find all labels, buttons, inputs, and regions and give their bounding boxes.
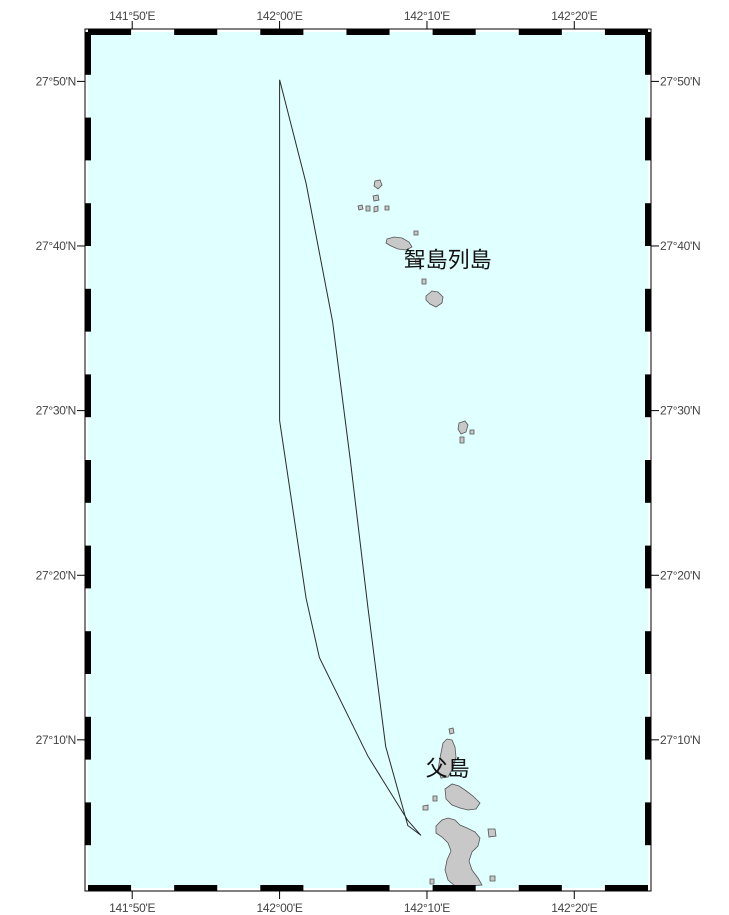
chichijima: [435, 817, 483, 887]
lat-label-right: 27°50'N: [660, 74, 700, 88]
lat-label-left: 27°40'N: [36, 239, 76, 253]
chichijima-islet: [422, 804, 429, 811]
islands: [357, 179, 497, 887]
lon-label-top: 141°50'E: [109, 9, 155, 23]
frame-segment: [88, 29, 132, 35]
frame-segment: [85, 716, 91, 760]
frame-segment: [85, 802, 91, 846]
lat-label-right: 27°10'N: [660, 733, 700, 747]
mukojima-north-islet: [357, 204, 364, 211]
lat-label-left: 27°10'N: [36, 733, 76, 747]
frame-segment: [85, 460, 91, 503]
frame-segment: [645, 374, 651, 418]
map-frame: [84, 28, 652, 892]
frame-segment: [645, 802, 651, 846]
frame-segment: [346, 29, 390, 35]
lat-label-left: 27°20'N: [36, 568, 76, 582]
frame-segment: [88, 885, 132, 891]
lon-label-top: 142°00'E: [257, 9, 303, 23]
frame-segment: [346, 885, 390, 891]
lon-label-top: 142°20'E: [551, 9, 597, 23]
frame-segment: [645, 32, 651, 75]
lon-label-bottom: 142°00'E: [257, 901, 303, 915]
lon-label-top: 142°10'E: [404, 9, 450, 23]
frame-segment: [432, 29, 476, 35]
chichijima-east-islet: [487, 828, 497, 838]
hirashima-islet: [469, 429, 475, 435]
place-label-mukojima-retto: 聟島列島: [404, 248, 492, 273]
mukojima: [385, 236, 413, 251]
frame-segment: [645, 288, 651, 332]
frame-segment: [174, 885, 218, 891]
frame-segment: [260, 29, 304, 35]
coordinate-labels: 27°50'N 27°50'N 27°40'N 27°40'N 27°30'N 27°30…: [36, 9, 701, 915]
mukojima-north-islet: [373, 205, 379, 213]
mukojima-islet: [413, 230, 419, 236]
lon-label-bottom: 141°50'E: [109, 901, 155, 915]
mukojima-north-islet: [365, 205, 371, 212]
route-line: [279, 79, 422, 836]
ship-route: [279, 79, 422, 836]
frame-segment: [260, 885, 304, 891]
lat-label-right: 27°30'N: [660, 404, 700, 418]
place-label-chichijima: 父島: [426, 757, 470, 782]
frame-segment: [85, 203, 91, 246]
mukojima-north-islet: [384, 205, 390, 211]
frame-segment: [645, 203, 651, 246]
ocean-area: [88, 32, 648, 888]
frame-segment: [645, 545, 651, 589]
mukojima-north-islet: [372, 194, 380, 202]
ototojima: [444, 783, 481, 811]
frame-segment: [604, 885, 648, 891]
frame-segment: [174, 29, 218, 35]
hirashima: [457, 420, 469, 435]
frame-segment: [604, 29, 648, 35]
hirashima-islet: [459, 436, 465, 444]
lat-label-right: 27°20'N: [660, 568, 700, 582]
frame-segment: [645, 460, 651, 503]
frame-segment: [432, 885, 476, 891]
frame-segment: [645, 117, 651, 161]
graticule-ticks: [77, 21, 659, 899]
frame-segment: [645, 716, 651, 760]
chichijima-east-islet: [489, 875, 496, 882]
frame-segment: [85, 374, 91, 418]
lat-label-right: 27°40'N: [660, 239, 700, 253]
frame-segment: [518, 29, 562, 35]
chichijima-south-islet: [429, 878, 435, 885]
mukojima-islet: [414, 257, 421, 265]
nakodojima: [425, 290, 444, 308]
frame-segment: [85, 545, 91, 589]
frame-segment: [85, 288, 91, 332]
frame-segment: [85, 117, 91, 161]
chichijima-islet: [432, 795, 438, 802]
lat-label-left: 27°30'N: [36, 404, 76, 418]
frame-segment: [85, 32, 91, 75]
lon-label-bottom: 142°10'E: [404, 901, 450, 915]
lon-label-bottom: 142°20'E: [551, 901, 597, 915]
mukojima-islet: [421, 278, 427, 285]
anijima: [437, 738, 457, 779]
frame-segment: [645, 631, 651, 674]
anijima-islet: [448, 727, 455, 735]
frame-segment: [518, 885, 562, 891]
mukojima-north-islet: [373, 179, 383, 190]
lat-label-left: 27°50'N: [36, 74, 76, 88]
frame-segment: [85, 631, 91, 674]
